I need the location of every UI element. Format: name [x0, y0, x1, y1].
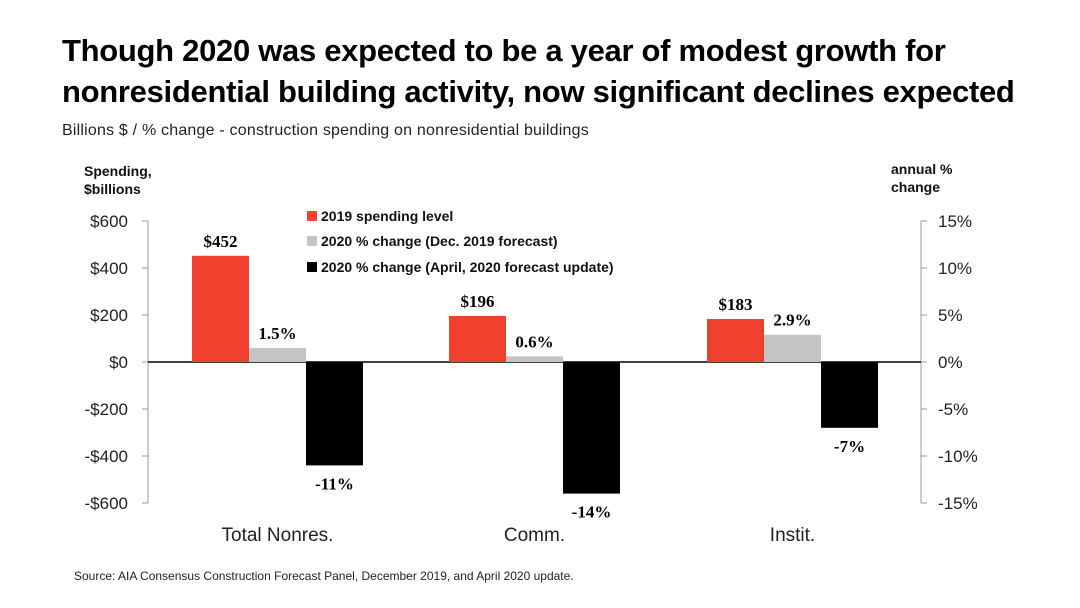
right-tick-label: -15% [938, 494, 978, 513]
right-tick-label: -10% [938, 447, 978, 466]
bar-april-update [821, 362, 878, 428]
data-label: $196 [461, 292, 495, 311]
legend-swatch [307, 236, 317, 246]
legend-swatch [307, 262, 317, 272]
left-tick-label: -$400 [85, 447, 128, 466]
left-axis-title: Spending, [84, 163, 152, 179]
legend-label: 2019 spending level [321, 208, 453, 224]
data-label: 2.9% [773, 311, 811, 330]
bar-dec-forecast [506, 356, 563, 362]
legend-swatch [307, 211, 317, 221]
left-tick-label: -$200 [85, 400, 128, 419]
left-tick-label: -$600 [85, 494, 128, 513]
bar-spending [449, 315, 506, 362]
bar-spending [192, 255, 249, 362]
category-label: Instit. [770, 525, 815, 546]
source-note: Source: AIA Consensus Construction Forec… [74, 569, 574, 583]
left-tick-label: $200 [90, 306, 128, 325]
right-tick-label: -5% [938, 400, 968, 419]
left-tick-label: $0 [109, 353, 128, 372]
data-label: -14% [572, 503, 612, 522]
data-label: -7% [834, 437, 865, 456]
left-tick-label: $400 [90, 259, 128, 278]
chart-subtitle: Billions $ / % change - construction spe… [62, 122, 589, 139]
bar-april-update [306, 362, 363, 466]
data-label: 0.6% [515, 332, 553, 351]
right-axis-title: change [891, 179, 940, 195]
data-label: -11% [315, 474, 354, 493]
right-tick-label: 5% [938, 306, 963, 325]
bar-dec-forecast [249, 347, 306, 362]
legend-label: 2020 % change (April, 2020 forecast upda… [321, 259, 614, 275]
right-axis-title: annual % [891, 161, 953, 177]
left-tick-label: $600 [90, 212, 128, 231]
category-label: Comm. [504, 525, 565, 546]
chart-title: Though 2020 was expected to be a year of… [62, 33, 1015, 109]
right-tick-label: 0% [938, 353, 963, 372]
right-tick-label: 15% [938, 212, 972, 231]
data-label: 1.5% [258, 324, 296, 343]
bar-april-update [563, 362, 620, 494]
data-label: $452 [204, 232, 238, 251]
category-label: Total Nonres. [222, 525, 334, 546]
data-label: $183 [719, 295, 753, 314]
bar-dec-forecast [764, 334, 821, 362]
right-tick-label: 10% [938, 259, 972, 278]
left-axis-title: $billions [84, 181, 141, 197]
bar-spending [707, 318, 764, 362]
legend-label: 2020 % change (Dec. 2019 forecast) [321, 233, 558, 249]
